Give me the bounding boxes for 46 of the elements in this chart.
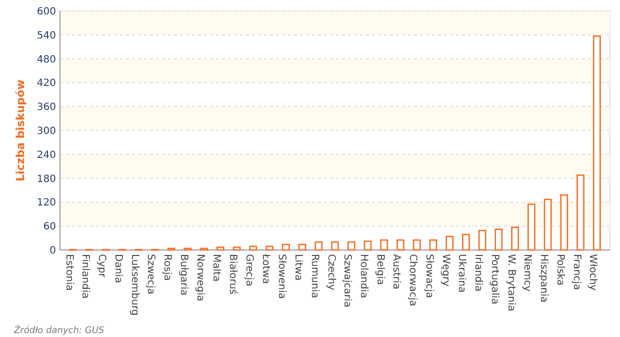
x-tick-label: Portugalia <box>488 254 500 304</box>
x-tick-label: Chorwacja <box>407 254 418 306</box>
x-tick-label: Hiszpania <box>538 254 550 302</box>
x-tick-label: Bułgaria <box>178 254 189 296</box>
x-tick-label: Luksemburg <box>128 254 140 316</box>
y-axis-title: Liczba biskupów <box>14 80 27 182</box>
x-tick-label: Belgia <box>374 254 386 286</box>
x-tick-label: Litwa <box>292 254 304 281</box>
x-tick-label: Rumunia <box>308 254 320 298</box>
x-tick-label: Szwecja <box>145 254 156 294</box>
y-tick-label: 420 <box>36 78 56 90</box>
x-tick-label: Austria <box>390 254 402 290</box>
x-tick-label: Rosja <box>162 254 173 281</box>
x-tick-label: Słowenia <box>276 254 288 299</box>
x-tick-label: Holandia <box>358 254 370 298</box>
y-tick-label: 480 <box>36 54 56 66</box>
x-tick-label: Francja <box>570 254 582 290</box>
x-tick-label: Irlandia <box>472 254 484 292</box>
y-tick-label: 240 <box>36 150 56 161</box>
x-tick-label: Ukraina <box>456 254 468 293</box>
x-tick-label: Malta <box>210 254 222 282</box>
y-tick-label: 360 <box>36 102 56 114</box>
x-tick-label: Finlandia <box>80 254 91 299</box>
x-tick-label: Cypr <box>96 254 108 278</box>
x-tick-label: Włochy <box>587 254 598 291</box>
y-tick-label: 120 <box>36 198 56 209</box>
x-tick-label: Słowacja <box>423 254 434 298</box>
y-tick-label: 300 <box>36 126 56 137</box>
y-tick-label: 180 <box>36 174 56 185</box>
y-tick-label: 540 <box>36 30 56 42</box>
x-tick-label: Estonia <box>63 254 74 291</box>
text: Źródło danych: GUS <box>13 324 104 336</box>
x-tick-label: Węgry <box>440 254 451 286</box>
x-tick-label: Grecja <box>243 254 254 286</box>
y-tick-label: 600 <box>36 6 56 18</box>
x-tick-label: Czechy <box>325 254 336 290</box>
x-tick-label: Norwegia <box>194 254 206 302</box>
x-tick-label: W. Brytania <box>505 254 516 312</box>
y-tick-label: 0 <box>50 246 56 256</box>
x-tick-label: Łotwa <box>260 253 271 284</box>
y-tick-label: 60 <box>43 222 56 233</box>
x-tick-label: Polska <box>554 254 566 286</box>
x-tick-label: Dania <box>112 254 124 284</box>
x-tick-label: Niemcy <box>522 254 533 292</box>
x-tick-label: Białoruś <box>227 254 240 294</box>
x-tick-label: Szwajcaria <box>342 254 353 308</box>
